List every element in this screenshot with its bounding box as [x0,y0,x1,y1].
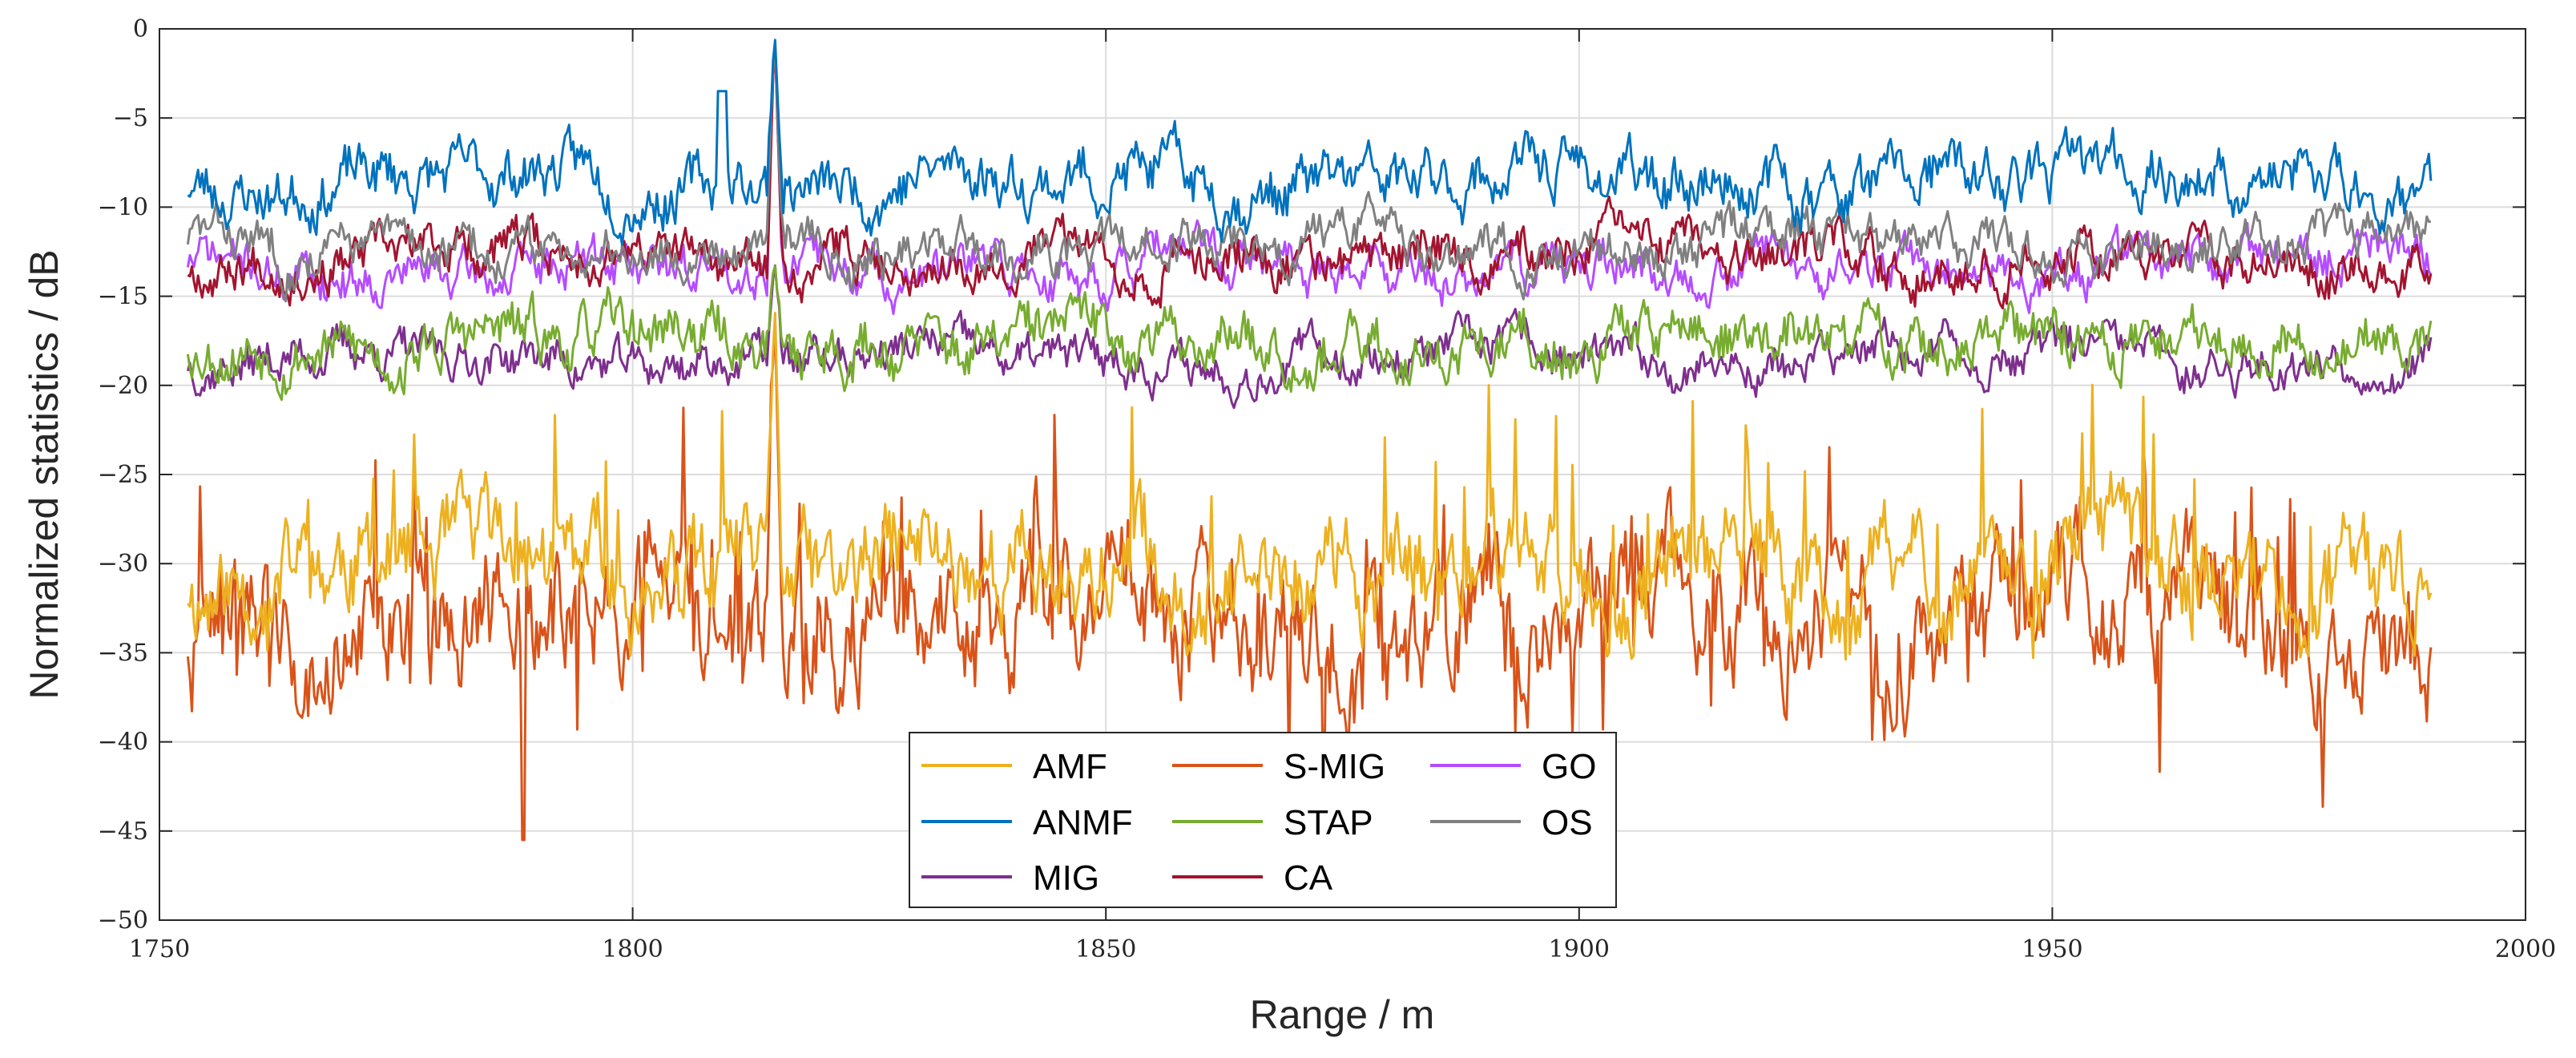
x-axis-label: Range / m [1250,992,1435,1037]
x-tick-label: 2000 [2495,935,2556,963]
y-tick-label: −50 [98,907,148,935]
y-tick-label: −35 [98,639,148,667]
y-tick-label: −30 [98,550,148,578]
legend-label-amf: AMF [1033,747,1107,786]
series-line-s-mig [186,318,2433,842]
x-tick-label: 1750 [129,935,190,963]
x-tick-label: 1800 [602,935,663,963]
legend: AMF S-MIG GO ANMF STAP OS MIG CA [909,732,1617,908]
x-tick-label: 1900 [1549,935,1610,963]
y-tick-label: −15 [98,283,148,311]
y-tick-label: −20 [98,372,148,400]
series-line-os [186,42,2432,303]
x-tick-label: 1950 [2022,935,2082,963]
tick-labels: 1750 1800 1850 1900 1950 2000 0 −5 −10 −15 −20 −25 −… [98,15,2556,963]
y-axis-label: Normalized statistics / dB [22,249,67,699]
legend-label-ca: CA [1284,858,1333,898]
series-line-anmf [187,38,2433,246]
legend-label-stap: STAP [1284,803,1373,842]
legend-label-mig: MIG [1033,858,1099,898]
x-tick-label: 1850 [1075,935,1136,963]
y-tick-label: −45 [98,818,148,846]
ticks [159,28,2526,921]
series-line-amf [187,312,2433,661]
series-layer [186,38,2433,842]
y-tick-label: −40 [98,729,148,757]
y-tick-label: −10 [98,193,148,221]
y-tick-label: −5 [113,104,148,132]
series-line-stap [186,264,2433,402]
legend-label-os: OS [1542,803,1593,842]
y-tick-label: 0 [133,15,148,43]
y-tick-label: −25 [98,461,148,489]
legend-label-go: GO [1542,747,1596,786]
legend-label-s-mig: S-MIG [1284,747,1385,786]
legend-label-anmf: ANMF [1033,803,1133,842]
